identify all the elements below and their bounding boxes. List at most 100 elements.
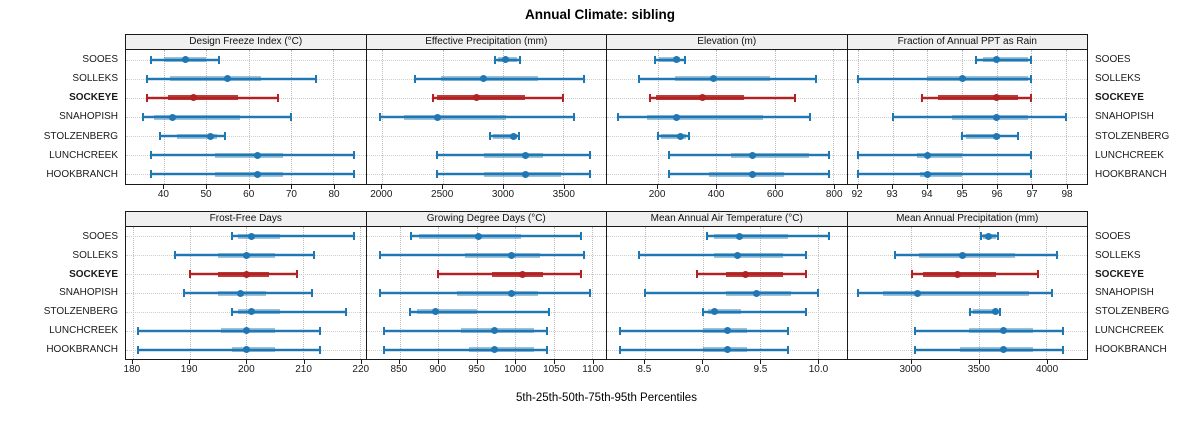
whisker-line-5-95 [857,173,1032,176]
axis-tick-mark [716,185,718,189]
axis-tick-mark [760,360,762,364]
whisker-line-5-95 [618,116,810,118]
whisker-end-cap [579,270,582,279]
interquartile-band-25-75 [659,57,681,63]
axis-tick-mark [437,360,439,364]
whisker-end-cap [649,93,652,102]
whisker-line-5-95 [894,254,1058,257]
whisker-line-5-95 [380,292,590,294]
panel-grids: SOOES SOLLEKS SOCKEYE SNAHOPISH STOLZENBERG L… [0,34,1200,378]
axis-tick-label: 1050 [543,364,566,375]
whisker-end-cap [562,93,565,102]
median-dot [169,113,177,121]
whisker-end-cap [353,232,356,241]
whisker-end-cap [436,151,439,160]
whisker-end-cap [1065,113,1068,121]
whisker-end-cap [182,289,185,297]
whisker-end-cap [1061,345,1064,354]
whisker-end-cap [158,132,161,141]
axis-tick-mark [189,360,191,364]
row-label: SOCKEYE [69,92,118,104]
median-dot [993,132,1001,140]
whisker-end-cap [383,345,386,354]
horizontal-gridline [126,59,366,61]
whisker-end-cap [224,132,227,141]
whisker-end-cap [231,232,234,241]
horizontal-gridline [847,236,1087,238]
axis-tick-mark [892,185,893,189]
median-dot [242,346,250,354]
row-label: HOOKBRANCH [46,343,118,355]
median-dot [749,170,757,178]
median-dot [474,232,482,240]
whisker-line-5-95 [969,310,1000,313]
median-dot [673,56,681,64]
row-labels-spacer [1088,211,1200,227]
axis-tick-mark [702,360,704,364]
axis-tick-mark [398,360,400,364]
whisker-end-cap [637,74,640,83]
whisker-end-cap [668,170,671,179]
whisker-end-cap [1030,74,1033,83]
interquartile-band-25-75 [959,347,1033,353]
median-dot [432,308,440,316]
interquartile-band-25-75 [237,233,281,239]
interquartile-band-25-75 [418,233,522,239]
whisker-end-cap [383,326,386,335]
whisker-line-5-95 [857,77,1032,80]
interquartile-band-25-75 [708,309,741,315]
whisker-end-cap [315,74,318,83]
whisker-end-cap [548,307,550,316]
interquartile-band-25-75 [153,114,241,120]
whisker-end-cap [296,270,299,279]
median-dot [207,132,215,140]
whisker-line-5-95 [142,116,292,118]
median-dot [676,132,684,140]
axis-tick-mark [834,185,836,189]
whisker-end-cap [379,289,382,297]
whisker-end-cap [1036,270,1039,279]
whisker-end-cap [701,307,704,316]
x-axis: 2000 2500 3000 3500 [366,185,608,207]
whisker-line-5-95 [858,292,1052,294]
axis-tick-label: 950 [468,364,485,375]
median-dot [698,94,706,102]
median-dot [507,289,515,297]
whisker-end-cap [974,55,977,64]
whisker-end-cap [706,232,709,241]
whisker-end-cap [786,345,789,354]
median-dot [522,151,530,159]
interquartile-band-25-75 [937,95,1018,101]
axis-tick-label: 93 [886,189,898,200]
panel-strip-title: Effective Precipitation (mm) [365,34,607,50]
axis-tick-mark [502,185,504,189]
median-dot [914,289,922,297]
axis-tick-label: 220 [352,364,370,375]
row-label: SNAHOPISH [59,287,118,299]
axis-tick-label: 600 [766,189,784,200]
axis-tick-mark [978,360,980,364]
axis-tick-label: 2000 [370,189,393,200]
whisker-end-cap [150,151,153,160]
axis-tick-mark [775,185,777,189]
median-dot [490,327,498,335]
interquartile-band-25-75 [468,347,535,353]
axis-tick-label: 92 [851,189,863,200]
whisker-line-5-95 [138,329,321,332]
whisker-end-cap [353,170,356,179]
whisker-line-5-95 [644,292,818,294]
interquartile-band-25-75 [725,271,784,277]
whisker-line-5-95 [669,154,829,157]
axis-tick-label: 3000 [491,189,515,200]
axis-tick-mark [1047,360,1049,364]
axis-tick-label: 800 [825,189,843,200]
median-dot [710,308,718,316]
whisker-end-cap [808,113,811,121]
axis-tick-label: 4000 [1035,364,1059,375]
row-labels-left: SOOES SOLLEKS SOCKEYE SNAHOPISH STOLZENBERG L… [0,211,125,378]
row-label: SOOES [82,230,118,242]
axis-tick-label: 1000 [504,364,527,375]
whisker-line-5-95 [915,329,1063,332]
whisker-line-5-95 [654,58,686,61]
row-label: SOCKEYE [69,268,118,280]
